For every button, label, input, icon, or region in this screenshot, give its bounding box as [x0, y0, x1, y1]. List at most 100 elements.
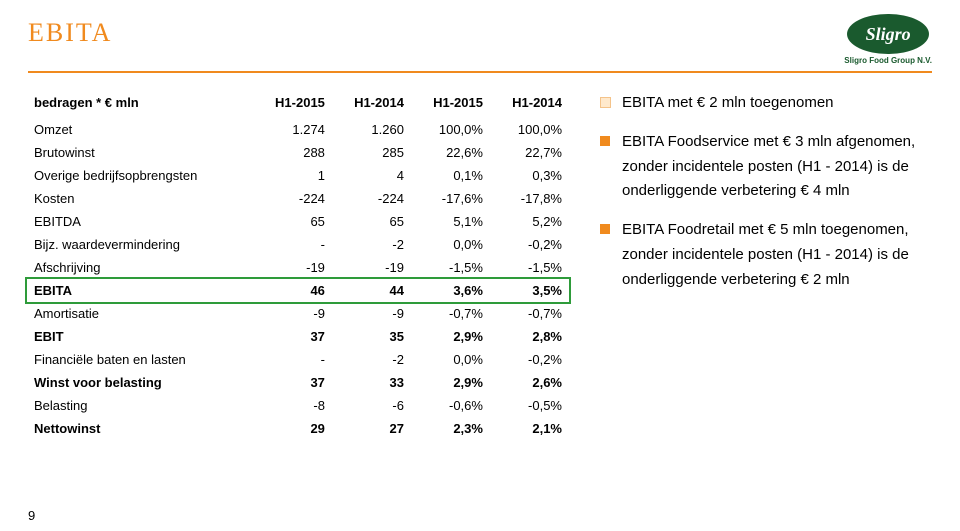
logo: Sligro Sligro Food Group N.V.: [844, 14, 932, 65]
row-value: -9: [252, 302, 331, 325]
row-label: EBIT: [28, 325, 252, 348]
row-label: Amortisatie: [28, 302, 252, 325]
page-title: EBITA: [28, 18, 112, 48]
row-label: Overige bedrijfsopbrengsten: [28, 164, 252, 187]
row-value: -: [252, 233, 331, 256]
row-label: Brutowinst: [28, 141, 252, 164]
row-value: 44: [331, 279, 410, 302]
bullet-list-wrap: EBITA met € 2 mln toegenomen EBITA Foodse…: [568, 91, 932, 440]
row-value: -2: [331, 233, 410, 256]
table-row: Brutowinst28828522,6%22,7%: [28, 141, 568, 164]
row-value: -0,2%: [489, 233, 568, 256]
row-value: -0,7%: [410, 302, 489, 325]
row-value: 27: [331, 417, 410, 440]
row-value: 2,9%: [410, 371, 489, 394]
table-row: Bijz. waardevermindering--20,0%-0,2%: [28, 233, 568, 256]
table-header-col: H1-2015: [252, 91, 331, 118]
row-value: -9: [331, 302, 410, 325]
row-value: 0,0%: [410, 348, 489, 371]
row-value: 29: [252, 417, 331, 440]
page-number: 9: [28, 508, 35, 523]
row-value: 3,6%: [410, 279, 489, 302]
row-value: 37: [252, 371, 331, 394]
row-value: 35: [331, 325, 410, 348]
financial-table-wrap: bedragen * € mlnH1-2015H1-2014H1-2015H1-…: [28, 91, 568, 440]
row-value: 2,8%: [489, 325, 568, 348]
table-row: EBITDA65655,1%5,2%: [28, 210, 568, 233]
row-value: 37: [252, 325, 331, 348]
logo-subtitle: Sligro Food Group N.V.: [844, 56, 932, 65]
row-value: -19: [252, 256, 331, 279]
table-row: Afschrijving-19-19-1,5%-1,5%: [28, 256, 568, 279]
table-header-label: bedragen * € mln: [28, 91, 252, 118]
row-value: 0,0%: [410, 233, 489, 256]
row-value: -224: [252, 187, 331, 210]
row-value: 0,1%: [410, 164, 489, 187]
row-value: 2,9%: [410, 325, 489, 348]
row-value: -2: [331, 348, 410, 371]
row-value: 288: [252, 141, 331, 164]
row-value: 285: [331, 141, 410, 164]
row-value: 2,6%: [489, 371, 568, 394]
row-value: -1,5%: [410, 256, 489, 279]
table-row: Kosten-224-224-17,6%-17,8%: [28, 187, 568, 210]
row-value: 1.260: [331, 118, 410, 141]
row-value: 100,0%: [489, 118, 568, 141]
row-label: Nettowinst: [28, 417, 252, 440]
logo-oval: Sligro: [847, 14, 929, 54]
row-value: 5,2%: [489, 210, 568, 233]
row-value: -0,7%: [489, 302, 568, 325]
row-value: -: [252, 348, 331, 371]
row-label: Winst voor belasting: [28, 371, 252, 394]
row-label: EBITDA: [28, 210, 252, 233]
table-row: Omzet1.2741.260100,0%100,0%: [28, 118, 568, 141]
row-value: -6: [331, 394, 410, 417]
row-value: 22,6%: [410, 141, 489, 164]
row-value: -8: [252, 394, 331, 417]
row-value: -1,5%: [489, 256, 568, 279]
row-value: 65: [252, 210, 331, 233]
row-label: Omzet: [28, 118, 252, 141]
row-value: 3,5%: [489, 279, 568, 302]
table-row: Overige bedrijfsopbrengsten140,1%0,3%: [28, 164, 568, 187]
row-value: 1.274: [252, 118, 331, 141]
financial-table: bedragen * € mlnH1-2015H1-2014H1-2015H1-…: [28, 91, 568, 440]
row-value: -0,6%: [410, 394, 489, 417]
row-value: 65: [331, 210, 410, 233]
row-label: Kosten: [28, 187, 252, 210]
row-value: -17,8%: [489, 187, 568, 210]
row-value: 1: [252, 164, 331, 187]
row-value: -0,5%: [489, 394, 568, 417]
table-row: Amortisatie-9-9-0,7%-0,7%: [28, 302, 568, 325]
row-label: Bijz. waardevermindering: [28, 233, 252, 256]
logo-text: Sligro: [866, 24, 911, 45]
row-label: Financiële baten en lasten: [28, 348, 252, 371]
table-row: EBIT37352,9%2,8%: [28, 325, 568, 348]
row-value: 100,0%: [410, 118, 489, 141]
row-value: 33: [331, 371, 410, 394]
row-value: 2,1%: [489, 417, 568, 440]
row-value: 46: [252, 279, 331, 302]
table-row: Winst voor belasting37332,9%2,6%: [28, 371, 568, 394]
row-value: 4: [331, 164, 410, 187]
table-row: EBITA46443,6%3,5%: [28, 279, 568, 302]
table-header-col: H1-2014: [489, 91, 568, 118]
row-value: 2,3%: [410, 417, 489, 440]
bullet-item: EBITA met € 2 mln toegenomen: [600, 91, 932, 116]
row-label: Afschrijving: [28, 256, 252, 279]
row-value: 0,3%: [489, 164, 568, 187]
table-row: Nettowinst29272,3%2,1%: [28, 417, 568, 440]
row-label: Belasting: [28, 394, 252, 417]
bullet-item: EBITA Foodservice met € 3 mln afgenomen,…: [600, 130, 932, 204]
row-label: EBITA: [28, 279, 252, 302]
row-value: 5,1%: [410, 210, 489, 233]
table-row: Financiële baten en lasten--20,0%-0,2%: [28, 348, 568, 371]
row-value: -0,2%: [489, 348, 568, 371]
row-value: -224: [331, 187, 410, 210]
table-header-col: H1-2014: [331, 91, 410, 118]
row-value: 22,7%: [489, 141, 568, 164]
table-row: Belasting-8-6-0,6%-0,5%: [28, 394, 568, 417]
bullet-list: EBITA met € 2 mln toegenomen EBITA Foodse…: [600, 91, 932, 292]
row-value: -19: [331, 256, 410, 279]
bullet-item: EBITA Foodretail met € 5 mln toegenomen,…: [600, 218, 932, 292]
